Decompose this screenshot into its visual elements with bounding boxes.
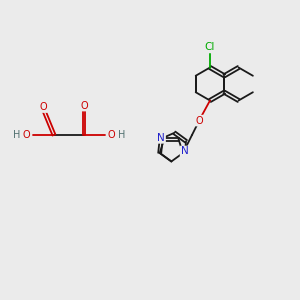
Text: N: N [157, 133, 165, 143]
Text: O: O [22, 130, 30, 140]
Text: N: N [181, 146, 188, 157]
Text: O: O [40, 102, 47, 112]
Text: O: O [108, 130, 116, 140]
Text: O: O [196, 116, 203, 126]
Text: H: H [13, 130, 20, 140]
Text: H: H [118, 130, 125, 140]
Text: O: O [80, 100, 88, 111]
Text: Cl: Cl [205, 42, 215, 52]
